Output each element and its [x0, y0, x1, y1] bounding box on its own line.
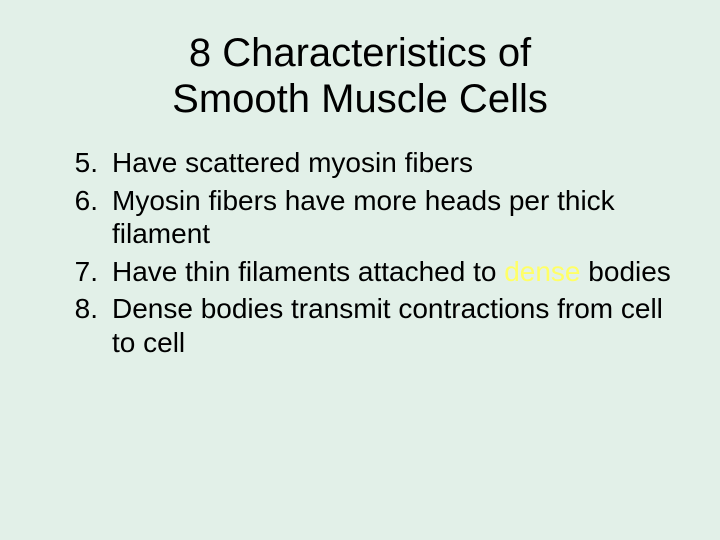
- list-item: 7. Have thin filaments attached to dense…: [54, 255, 680, 289]
- list-text: Dense bodies transmit contractions from …: [112, 292, 680, 359]
- slide: 8 Characteristics of Smooth Muscle Cells…: [0, 0, 720, 540]
- list-text-suffix: bodies: [581, 256, 671, 287]
- highlight-word: dense: [504, 256, 580, 287]
- list-item: 8. Dense bodies transmit contractions fr…: [54, 292, 680, 359]
- list-text: Have thin filaments attached to dense bo…: [112, 255, 680, 289]
- title-line-1: 8 Characteristics of: [189, 31, 531, 75]
- list-number: 5.: [54, 146, 112, 180]
- list-number: 6.: [54, 184, 112, 218]
- list-text: Have scattered myosin fibers: [112, 146, 680, 180]
- slide-title: 8 Characteristics of Smooth Muscle Cells: [40, 30, 680, 122]
- list-number: 8.: [54, 292, 112, 326]
- list-text-prefix: Have thin filaments attached to: [112, 256, 504, 287]
- body-list: 5. Have scattered myosin fibers 6. Myosi…: [54, 146, 680, 360]
- title-line-2: Smooth Muscle Cells: [172, 77, 548, 121]
- list-item: 6. Myosin fibers have more heads per thi…: [54, 184, 680, 251]
- list-text: Myosin fibers have more heads per thick …: [112, 184, 680, 251]
- list-item: 5. Have scattered myosin fibers: [54, 146, 680, 180]
- list-number: 7.: [54, 255, 112, 289]
